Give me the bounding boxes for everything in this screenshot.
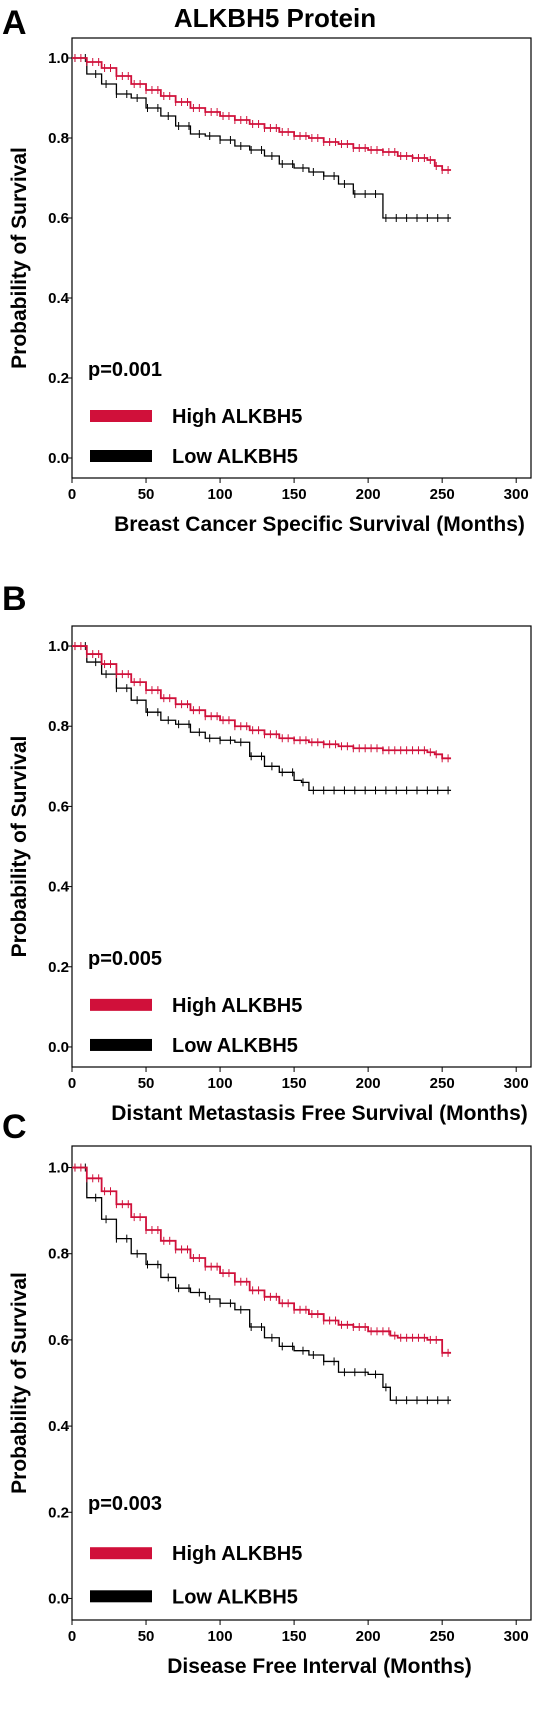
panel-a: A 0.0 0.2 0.4 0.6 0.8 1.0 0 50 100 150 200 250 300 Bre… [2,4,532,536]
y-tick-label: 1.0 [48,1160,69,1177]
panel-letter: B [2,580,27,618]
x-tick-label: 150 [282,486,307,503]
x-tick-label: 150 [282,1075,307,1092]
series-line-low [72,1166,452,1401]
x-tick-label: 200 [356,486,381,503]
legend-label: Low ALKBH5 [172,1586,298,1608]
panel-letter: A [2,4,27,42]
x-axis-label: Disease Free Interval (Months) [167,1655,472,1678]
p-value: p=0.005 [88,948,162,970]
x-tick-label: 250 [430,486,455,503]
legend-label: Low ALKBH5 [172,446,298,468]
y-tick-label: 0.2 [48,1504,69,1521]
y-tick-label: 0.0 [48,1039,69,1056]
legend-swatch-high [90,410,152,422]
x-tick-label: 200 [356,1075,381,1092]
series-line-high [72,645,452,760]
series-line-low [72,57,452,219]
y-axis-label: Probability of Survival [8,1272,31,1494]
x-tick-label: 100 [208,1075,233,1092]
y-tick-label: 0.8 [48,718,69,735]
p-value: p=0.001 [88,359,162,381]
legend-swatch-high [90,1547,152,1560]
legend-swatch-low [90,1590,152,1603]
y-tick-label: 0.8 [48,130,69,147]
y-tick-label: 0.2 [48,370,69,387]
series-line-low [72,645,452,792]
figure-title: ALKBH5 Protein [174,3,376,33]
y-tick-label: 0.4 [48,1418,70,1435]
x-tick-label: 50 [138,1075,155,1092]
plot-frame [71,625,532,1068]
x-tick-label: 300 [504,1075,529,1092]
y-tick-label: 0.6 [48,210,69,227]
y-tick-label: 0.0 [48,450,69,467]
x-tick-label: 250 [430,1628,455,1645]
panels-layer: A 0.0 0.2 0.4 0.6 0.8 1.0 0 50 100 150 200 250 300 Bre… [2,4,532,1678]
y-tick-label: 0.0 [48,1590,69,1607]
legend-label: High ALKBH5 [172,406,302,428]
x-tick-label: 200 [356,1628,381,1645]
plot-frame [71,1145,532,1621]
y-tick-label: 0.4 [48,290,70,307]
x-tick-label: 0 [68,1075,76,1092]
legend-label: Low ALKBH5 [172,1035,298,1057]
x-tick-label: 100 [208,486,233,503]
y-axis-label: Probability of Survival [8,736,31,958]
x-tick-label: 300 [504,486,529,503]
x-tick-label: 100 [208,1628,233,1645]
panel-letter: C [2,1108,27,1146]
y-tick-label: 0.4 [48,879,70,896]
legend-swatch-low [90,1038,152,1051]
x-tick-label: 50 [138,1628,155,1645]
x-tick-label: 0 [68,486,76,503]
legend-label: High ALKBH5 [172,1543,302,1565]
x-tick-label: 150 [282,1628,307,1645]
panel-c: C 0.0 0.2 0.4 0.6 0.8 1.0 0 50 100 150 200 250 300 Dis… [2,1108,532,1678]
legend-label: High ALKBH5 [172,995,302,1017]
plot-frame [71,37,532,479]
y-tick-label: 0.6 [48,798,69,815]
x-tick-label: 0 [68,1628,76,1645]
y-tick-label: 0.6 [48,1332,69,1349]
y-axis-label: Probability of Survival [8,147,31,369]
panel-b: B 0.0 0.2 0.4 0.6 0.8 1.0 0 50 100 150 200 250 300 Dis… [2,580,532,1125]
x-tick-label: 300 [504,1628,529,1645]
x-axis-label: Breast Cancer Specific Survival (Months) [114,513,525,536]
x-tick-label: 50 [138,486,155,503]
x-tick-label: 250 [430,1075,455,1092]
y-tick-label: 0.2 [48,959,69,976]
x-axis-label: Distant Metastasis Free Survival (Months… [111,1102,528,1125]
y-tick-label: 0.8 [48,1246,69,1263]
legend-swatch-high [90,998,152,1011]
y-tick-label: 1.0 [48,50,69,67]
y-tick-label: 1.0 [48,638,69,655]
p-value: p=0.003 [88,1493,162,1515]
legend-swatch-low [90,450,152,462]
